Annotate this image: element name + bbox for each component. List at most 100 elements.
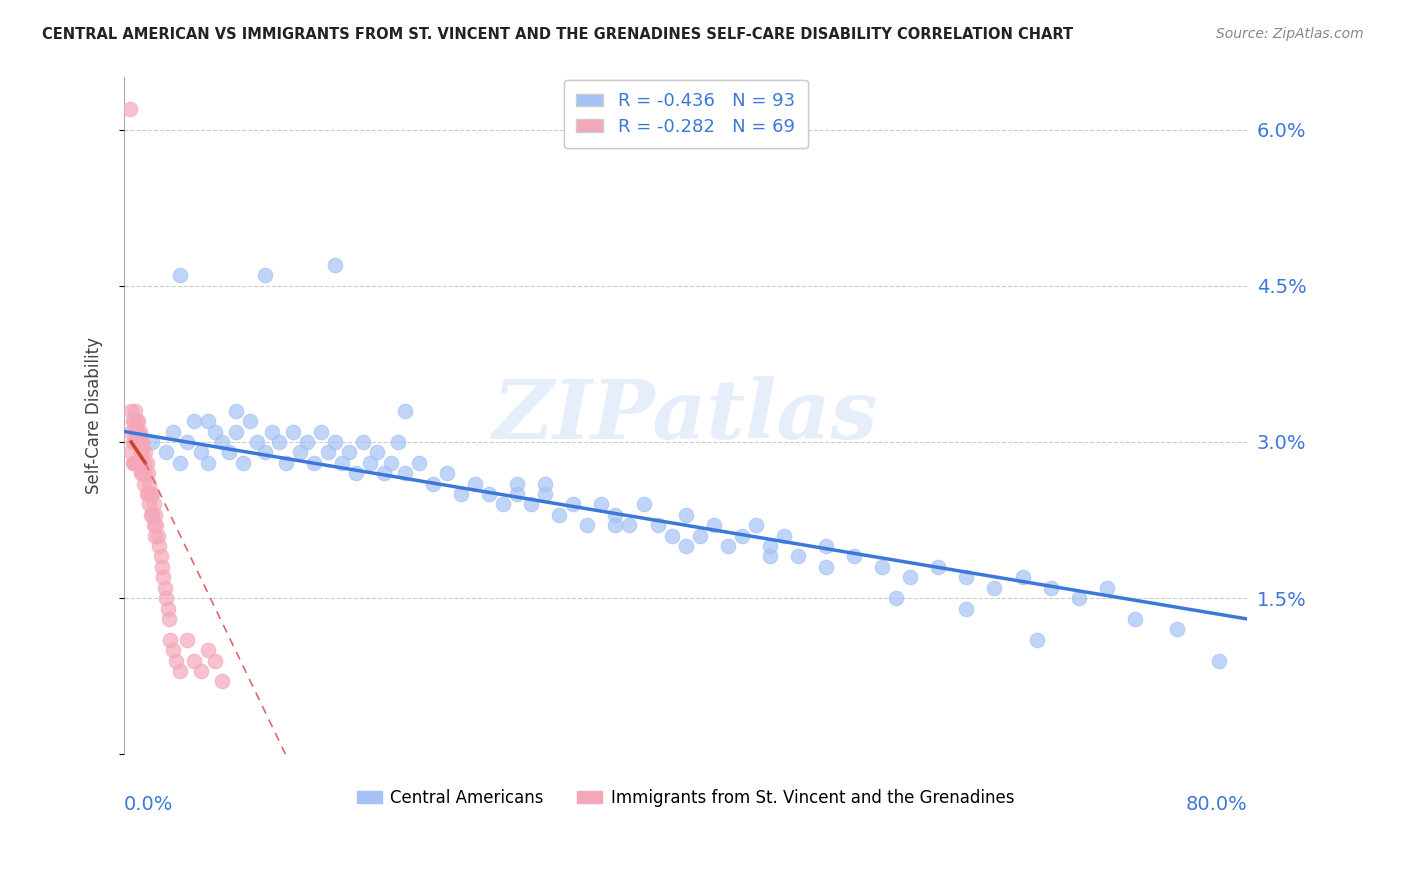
Point [1095, 581, 1118, 595]
Point [267, 434, 290, 449]
Point [605, 508, 627, 522]
Point [169, 268, 191, 283]
Point [288, 445, 311, 459]
Point [183, 654, 205, 668]
Point [373, 466, 395, 480]
Point [125, 414, 148, 428]
Point [142, 497, 165, 511]
Point [352, 434, 374, 449]
Point [183, 414, 205, 428]
Point [492, 497, 515, 511]
Point [134, 445, 156, 459]
Point [1123, 612, 1146, 626]
Point [118, 102, 141, 116]
Point [138, 476, 160, 491]
Point [330, 456, 353, 470]
Point [787, 549, 810, 564]
Point [281, 425, 304, 439]
Point [141, 434, 163, 449]
Point [142, 518, 165, 533]
Point [150, 560, 173, 574]
Point [337, 445, 360, 459]
Point [246, 434, 269, 449]
Point [156, 601, 179, 615]
Point [125, 425, 148, 439]
Point [955, 601, 977, 615]
Point [703, 518, 725, 533]
Point [576, 518, 599, 533]
Point [169, 664, 191, 678]
Point [190, 445, 212, 459]
Point [121, 414, 143, 428]
Point [149, 549, 172, 564]
Point [128, 456, 150, 470]
Point [129, 445, 152, 459]
Point [380, 456, 402, 470]
Point [366, 445, 388, 459]
Point [145, 518, 167, 533]
Point [548, 508, 571, 522]
Point [127, 425, 149, 439]
Point [139, 487, 162, 501]
Point [132, 476, 155, 491]
Point [129, 434, 152, 449]
Point [534, 487, 557, 501]
Point [146, 529, 169, 543]
Point [211, 434, 233, 449]
Point [815, 560, 838, 574]
Point [675, 539, 697, 553]
Point [225, 403, 247, 417]
Point [124, 434, 146, 449]
Point [884, 591, 907, 606]
Point [983, 581, 1005, 595]
Point [815, 539, 838, 553]
Point [218, 445, 240, 459]
Point [309, 425, 332, 439]
Point [274, 456, 297, 470]
Point [661, 529, 683, 543]
Point [138, 497, 160, 511]
Point [619, 518, 641, 533]
Point [323, 258, 346, 272]
Point [121, 456, 143, 470]
Point [204, 425, 226, 439]
Point [162, 425, 184, 439]
Point [131, 466, 153, 480]
Point [478, 487, 501, 501]
Point [120, 445, 142, 459]
Point [122, 434, 145, 449]
Point [359, 456, 381, 470]
Point [141, 508, 163, 522]
Point [136, 487, 159, 501]
Point [1166, 623, 1188, 637]
Point [134, 466, 156, 480]
Point [408, 456, 430, 470]
Point [148, 539, 170, 553]
Point [120, 425, 142, 439]
Point [136, 466, 159, 480]
Point [143, 529, 166, 543]
Point [155, 445, 177, 459]
Point [323, 434, 346, 449]
Point [121, 434, 143, 449]
Point [745, 518, 768, 533]
Point [253, 268, 276, 283]
Point [129, 466, 152, 480]
Point [232, 456, 254, 470]
Point [124, 425, 146, 439]
Point [120, 403, 142, 417]
Point [344, 466, 367, 480]
Point [675, 508, 697, 522]
Point [562, 497, 585, 511]
Point [773, 529, 796, 543]
Point [591, 497, 613, 511]
Text: Source: ZipAtlas.com: Source: ZipAtlas.com [1216, 27, 1364, 41]
Point [211, 674, 233, 689]
Text: ZIPatlas: ZIPatlas [494, 376, 879, 456]
Point [155, 591, 177, 606]
Point [197, 643, 219, 657]
Point [169, 456, 191, 470]
Point [302, 456, 325, 470]
Point [132, 456, 155, 470]
Point [955, 570, 977, 584]
